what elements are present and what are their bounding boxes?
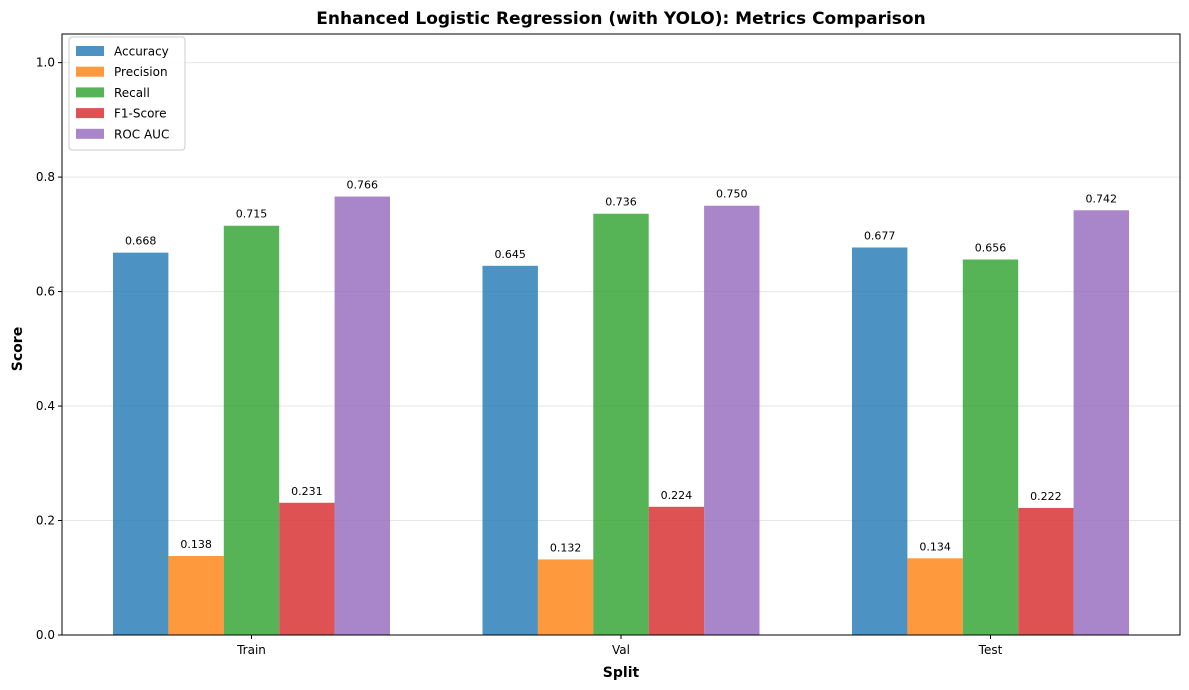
legend-label: ROC AUC	[114, 127, 169, 141]
bar-value-label: 0.231	[291, 485, 323, 498]
bar	[482, 265, 538, 635]
legend-swatch	[76, 66, 104, 77]
y-tick-label: 1.0	[36, 56, 55, 70]
bar	[223, 225, 280, 635]
y-tick-label: 0.8	[36, 170, 55, 184]
bar-value-label: 0.742	[1086, 192, 1118, 205]
y-tick-label: 0.6	[36, 285, 55, 299]
bar	[334, 196, 390, 635]
legend-swatch	[76, 128, 104, 139]
bar-value-label: 0.715	[236, 208, 268, 221]
bar-value-label: 0.656	[975, 242, 1007, 255]
bar-value-label: 0.222	[1030, 490, 1062, 503]
bar-value-label: 0.750	[716, 188, 748, 201]
y-tick-label: 0.4	[36, 399, 55, 413]
legend-swatch	[76, 46, 104, 56]
bar-value-label: 0.132	[550, 541, 582, 554]
bar-value-label: 0.645	[494, 248, 526, 261]
bar	[648, 506, 705, 635]
bar	[279, 502, 335, 635]
bar-value-label: 0.668	[125, 235, 157, 248]
bar	[113, 252, 169, 635]
bar-value-label: 0.677	[864, 229, 896, 242]
x-tick-label: Train	[236, 643, 266, 657]
y-tick-label: 0.0	[36, 628, 55, 642]
y-axis-label: Score	[10, 327, 26, 371]
legend-swatch	[76, 87, 104, 98]
bar-value-label: 0.138	[180, 538, 212, 551]
bar-value-label: 0.224	[661, 489, 693, 502]
bar	[593, 213, 649, 636]
legend-swatch	[76, 108, 104, 119]
bar	[537, 559, 594, 635]
legend: Accuracy Precision Recall F1-Score ROC AUC	[68, 36, 186, 151]
bar	[1018, 507, 1074, 635]
bar	[907, 558, 963, 635]
bar-value-label: 0.766	[347, 179, 379, 192]
bar-value-label: 0.736	[605, 196, 637, 209]
bar-value-label: 0.134	[919, 540, 951, 553]
bar	[852, 247, 908, 635]
legend-box	[68, 36, 186, 151]
bar	[168, 556, 224, 635]
chart-title: Enhanced Logistic Regression (with YOLO)…	[316, 9, 925, 29]
legend-label: Recall	[114, 86, 150, 100]
bar	[962, 259, 1019, 635]
x-axis-ticks: Train Val Test	[236, 635, 1003, 657]
legend-label: F1-Score	[114, 107, 166, 121]
x-tick-label: Test	[978, 643, 1003, 657]
bar	[704, 205, 760, 635]
bar	[1073, 210, 1129, 635]
y-tick-label: 0.2	[36, 514, 55, 528]
y-axis-ticks: 0.0 0.2 0.4 0.6 0.8 1.0	[36, 56, 62, 642]
legend-label: Precision	[114, 65, 168, 79]
x-axis-label: Split	[603, 665, 640, 681]
bars	[113, 196, 1129, 636]
bar-value-labels: 0.668 0.138 0.715 0.231 0.766 0.645 0.132 0.736…	[125, 179, 1117, 555]
legend-label: Accuracy	[114, 45, 169, 59]
x-tick-label: Val	[612, 643, 630, 657]
